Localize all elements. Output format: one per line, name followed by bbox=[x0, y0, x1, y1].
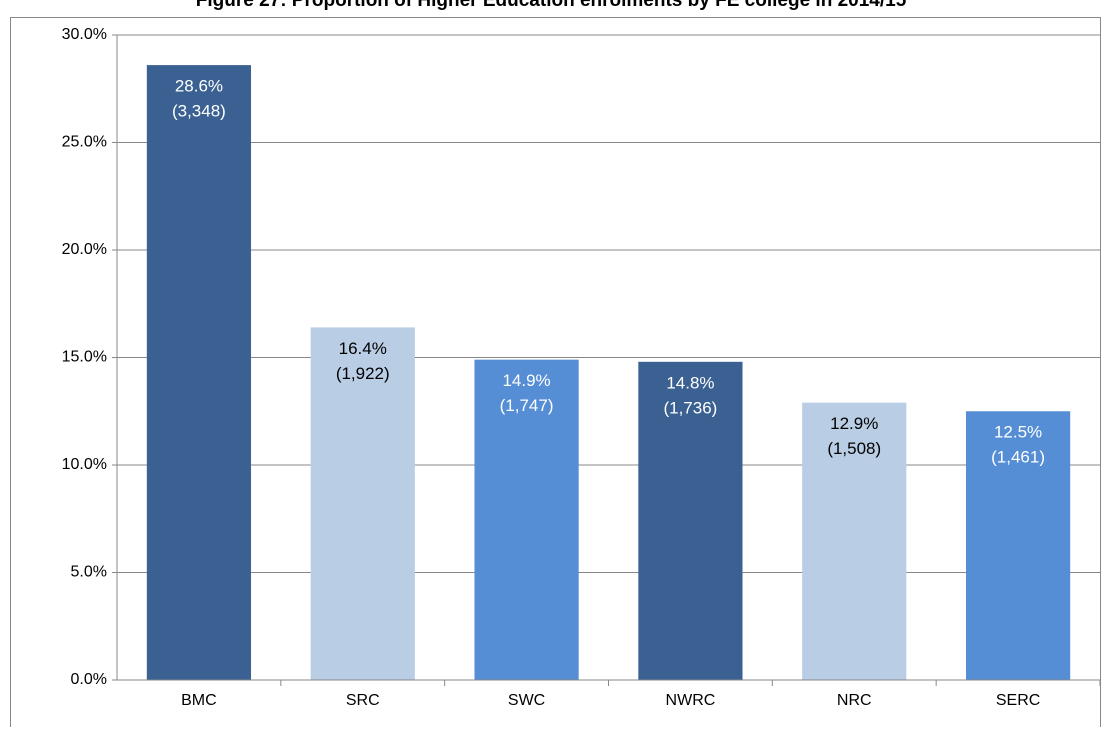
bar bbox=[965, 411, 1071, 680]
x-tick-label: SWC bbox=[508, 692, 545, 709]
count-label: (1,736) bbox=[663, 398, 717, 417]
count-label: (1,461) bbox=[991, 448, 1045, 467]
value-label: 16.4% bbox=[339, 339, 387, 358]
bar bbox=[474, 359, 579, 680]
y-tick-label: 0.0% bbox=[71, 671, 107, 688]
bar bbox=[802, 402, 907, 680]
y-tick-label: 15.0% bbox=[62, 349, 107, 366]
chart-title: Figure 27: Proportion of Higher Educatio… bbox=[196, 0, 907, 11]
x-tick-label: BMC bbox=[181, 692, 217, 709]
value-label: 28.6% bbox=[175, 77, 223, 96]
y-tick-label: 10.0% bbox=[62, 456, 107, 473]
bar bbox=[310, 327, 415, 680]
count-label: (1,747) bbox=[500, 396, 554, 415]
value-label: 14.8% bbox=[666, 373, 714, 392]
bar bbox=[638, 361, 743, 680]
count-label: (1,508) bbox=[827, 439, 881, 458]
x-tick-label: SERC bbox=[996, 692, 1040, 709]
value-label: 12.9% bbox=[830, 414, 878, 433]
count-label: (3,348) bbox=[172, 102, 226, 121]
value-label: 14.9% bbox=[502, 371, 550, 390]
y-tick-label: 5.0% bbox=[71, 564, 107, 581]
x-tick-label: NRC bbox=[837, 692, 872, 709]
y-tick-label: 30.0% bbox=[62, 26, 107, 43]
count-label: (1,922) bbox=[336, 364, 390, 383]
value-label: 12.5% bbox=[994, 423, 1042, 442]
x-tick-label: SRC bbox=[346, 692, 380, 709]
y-tick-label: 25.0% bbox=[62, 134, 107, 151]
x-tick-label: NWRC bbox=[666, 692, 716, 709]
y-tick-label: 20.0% bbox=[62, 241, 107, 258]
bar bbox=[146, 65, 252, 681]
